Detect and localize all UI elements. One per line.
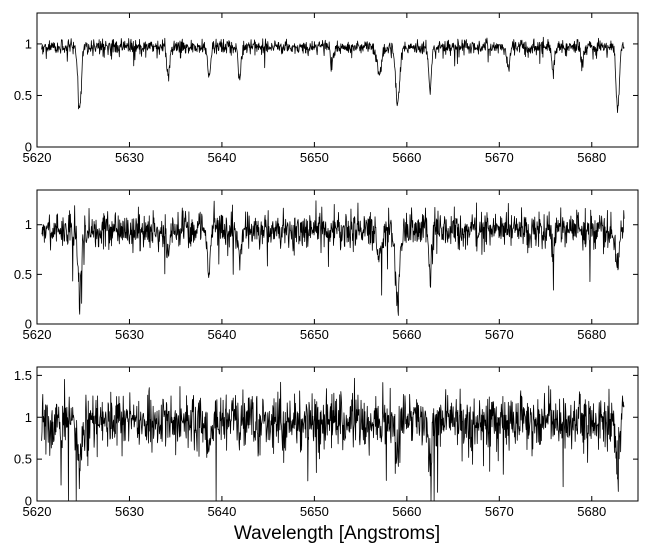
x-tick-label: 5640 (207, 150, 236, 165)
y-tick-label: 1 (25, 36, 32, 51)
panel-2-frame (36, 189, 639, 325)
x-tick-label: 5650 (300, 150, 329, 165)
y-tick-label: 1 (25, 217, 32, 232)
y-tick-label: 1 (25, 410, 32, 425)
y-tick-label: 0.5 (14, 452, 32, 467)
panel-3-frame (36, 366, 639, 502)
x-tick-label: 5630 (115, 327, 144, 342)
x-tick-label: 5670 (485, 504, 514, 519)
panel-1: 5620 5630 5640 5650 5660 5670 5680 0 0.5 1 (14, 12, 639, 165)
spectrum-line-2 (41, 200, 625, 316)
x-tick-label: 5670 (485, 327, 514, 342)
y-tick-label: 0 (25, 317, 32, 332)
x-tick-label: 5680 (577, 150, 606, 165)
x-tick-label: 5620 (23, 504, 52, 519)
panel-3: 5620 5630 5640 5650 5660 5670 5680 0 0.5 1 1.5 (14, 366, 639, 519)
x-tick-label: 5660 (392, 504, 421, 519)
x-tick-label: 5660 (392, 150, 421, 165)
x-tick-label: 5670 (485, 150, 514, 165)
y-tick-label: 0 (25, 140, 32, 155)
x-tick-label: 5680 (577, 327, 606, 342)
x-tick-label: 5680 (577, 504, 606, 519)
x-tick-label: 5660 (392, 327, 421, 342)
panel-2: 5620 5630 5640 5650 5660 5670 5680 0 0.5 1 (14, 189, 639, 342)
x-axis-label: Wavelength [Angstroms] (234, 523, 440, 544)
x-tick-label: 5650 (300, 504, 329, 519)
x-tick-label: 5630 (115, 150, 144, 165)
y-tick-label: 1.5 (14, 368, 32, 383)
y-tick-label: 0.5 (14, 267, 32, 282)
x-tick-label: 5640 (207, 327, 236, 342)
x-tick-label: 5620 (23, 150, 52, 165)
spectrum-line-3 (41, 377, 625, 501)
x-tick-label: 5650 (300, 327, 329, 342)
spectrum-line-1 (41, 36, 625, 113)
x-tick-label: 5640 (207, 504, 236, 519)
x-tick-label: 5620 (23, 327, 52, 342)
y-tick-label: 0.5 (14, 88, 32, 103)
y-tick-label: 0 (25, 494, 32, 509)
panel-1-frame (36, 12, 639, 148)
x-tick-label: 5630 (115, 504, 144, 519)
